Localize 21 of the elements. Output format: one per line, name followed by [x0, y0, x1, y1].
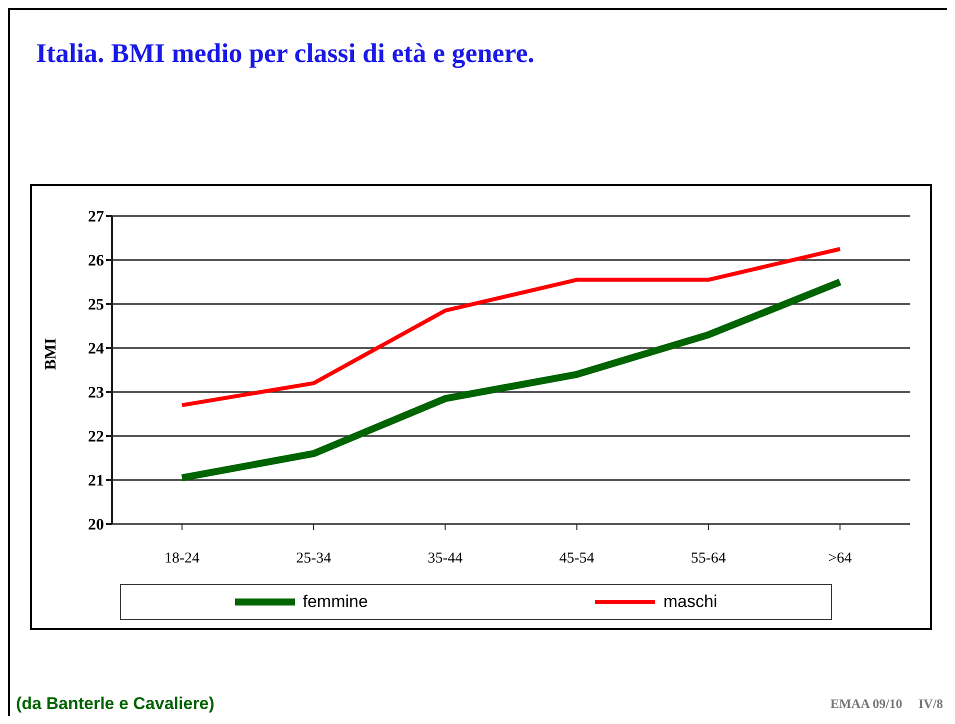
- legend-label: maschi: [662, 592, 718, 612]
- x-tick-label: 55-64: [690, 550, 726, 567]
- line-series: [180, 247, 842, 408]
- y-tick-label: 24: [88, 340, 104, 358]
- y-tick-label: 27: [88, 208, 104, 226]
- y-tick-label: 26: [88, 252, 104, 270]
- y-tick-label: 22: [88, 428, 104, 446]
- x-tick-label: 45-54: [559, 550, 595, 567]
- y-tick-label: 21: [88, 472, 104, 490]
- y-tick-label: 23: [88, 384, 104, 402]
- x-tick-label: 35-44: [428, 550, 464, 567]
- chart-title: Italia. BMI medio per classi di età e genere.: [36, 38, 534, 69]
- x-tick-label: 25-34: [296, 550, 332, 567]
- y-tick-label: 25: [88, 296, 104, 314]
- x-tick-label: 18-24: [164, 550, 200, 567]
- y-tick-label: 20: [88, 516, 104, 534]
- x-tick-label: >64: [828, 550, 852, 567]
- y-axis-title: BMI: [42, 338, 60, 370]
- legend-label: femmine: [302, 592, 368, 612]
- text: (da Banterle e Cavaliere): [16, 694, 214, 714]
- text: EMAA 09/10 IV/8: [830, 696, 943, 712]
